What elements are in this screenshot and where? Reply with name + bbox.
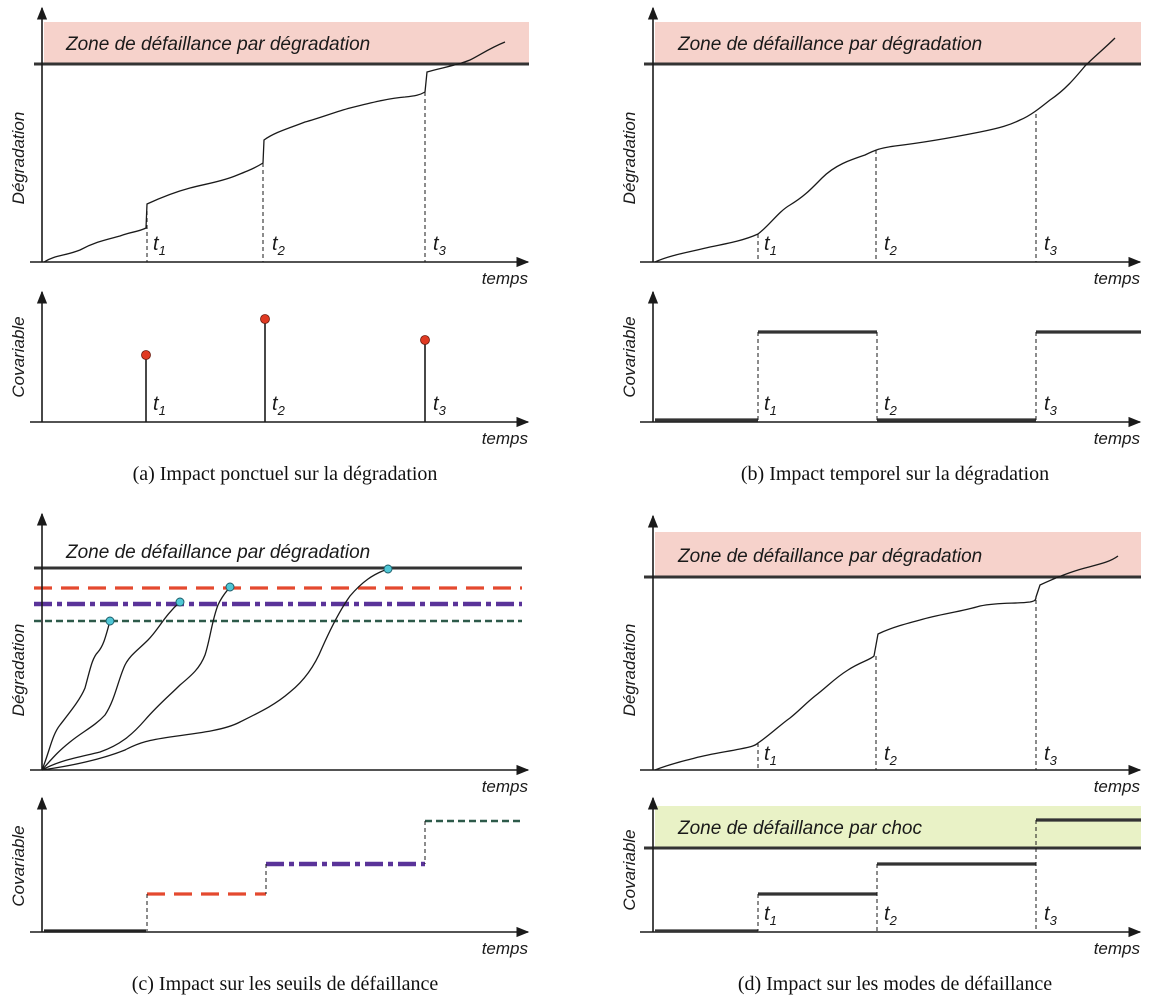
degradation-path-1 xyxy=(41,620,111,771)
degradation-failure-zone xyxy=(44,22,529,64)
t1-label-bottom: t1 xyxy=(764,903,777,928)
degradation-path-4 xyxy=(41,568,389,771)
x-axis-label-bottom: temps xyxy=(482,939,529,958)
t2-label: t2 xyxy=(884,233,898,258)
degradation-zone-label: Zone de défaillance par dégradation xyxy=(677,34,982,55)
x-axis-label-top: temps xyxy=(1094,269,1141,288)
degradation-curve xyxy=(654,37,1116,263)
t3-label-bottom: t3 xyxy=(1044,903,1058,928)
t1-label-bottom: t1 xyxy=(153,393,166,418)
covariate-step xyxy=(655,818,1141,933)
t2-label: t2 xyxy=(272,233,286,258)
shock-failure-zone xyxy=(655,806,1141,848)
t1-label-bottom: t1 xyxy=(764,393,777,418)
impulse-t2-marker xyxy=(260,314,270,324)
t1-label: t1 xyxy=(764,743,777,768)
panel-b: Zone de défaillance par dégradation Dégr… xyxy=(620,6,1142,485)
t3-label-bottom: t3 xyxy=(433,393,447,418)
degradation-failure-zone xyxy=(655,532,1141,577)
t1-label: t1 xyxy=(764,233,777,258)
degradation-path-2 xyxy=(41,601,181,771)
failure-point-4 xyxy=(383,564,393,574)
impulse-t3-marker xyxy=(420,335,430,345)
degradation-zone-label: Zone de défaillance par dégradation xyxy=(65,34,370,55)
y-axis-label-top: Dégradation xyxy=(9,624,28,717)
caption-b: (b) Impact temporel sur la dégradation xyxy=(741,463,1049,485)
y-axis-label-top: Dégradation xyxy=(620,624,639,717)
t2-label-bottom: t2 xyxy=(272,393,286,418)
covariate-step xyxy=(655,330,1141,422)
shock-zone-label: Zone de défaillance par choc xyxy=(677,818,922,839)
failure-point-3 xyxy=(225,582,235,592)
y-axis-label-top: Dégradation xyxy=(620,112,639,205)
t2-label: t2 xyxy=(884,743,898,768)
x-axis-label-top: temps xyxy=(482,777,529,796)
x-axis-label-top: temps xyxy=(1094,777,1141,796)
t3-label: t3 xyxy=(1044,743,1058,768)
degradation-path-3 xyxy=(41,586,231,771)
x-axis-label-bottom: temps xyxy=(482,429,529,448)
y-axis-label-bottom: Covariable xyxy=(9,825,28,906)
degradation-zone-label: Zone de défaillance par dégradation xyxy=(65,542,370,563)
t1-label: t1 xyxy=(153,233,166,258)
t2-label-bottom: t2 xyxy=(884,393,898,418)
degradation-curve xyxy=(654,555,1119,771)
caption-c: (c) Impact sur les seuils de défaillance xyxy=(132,973,439,995)
failure-point-1 xyxy=(105,616,115,626)
x-axis-label-bottom: temps xyxy=(1094,429,1141,448)
failure-point-2 xyxy=(175,597,185,607)
caption-d: (d) Impact sur les modes de défaillance xyxy=(738,973,1052,995)
t3-label-bottom: t3 xyxy=(1044,393,1058,418)
panel-c: Zone de défaillance par dégradation Dégr… xyxy=(9,512,530,995)
degradation-failure-zone xyxy=(655,22,1141,64)
impulse-t1-marker xyxy=(141,350,151,360)
y-axis-label-top: Dégradation xyxy=(9,112,28,205)
x-axis-label-top: temps xyxy=(482,269,529,288)
x-axis-label-bottom: temps xyxy=(1094,939,1141,958)
y-axis-label-bottom: Covariable xyxy=(620,829,639,910)
panel-d: Zone de défaillance par dégradation Dégr… xyxy=(620,514,1142,995)
panel-a: Zone de défaillance par dégradation Dégr… xyxy=(9,6,530,485)
degradation-curve xyxy=(43,41,506,263)
t3-label: t3 xyxy=(1044,233,1058,258)
caption-a: (a) Impact ponctuel sur la dégradation xyxy=(133,463,438,485)
y-axis-label-bottom: Covariable xyxy=(620,316,639,397)
t3-label: t3 xyxy=(433,233,447,258)
t2-label-bottom: t2 xyxy=(884,903,898,928)
y-axis-label-bottom: Covariable xyxy=(9,316,28,397)
degradation-zone-label: Zone de défaillance par dégradation xyxy=(677,546,982,567)
